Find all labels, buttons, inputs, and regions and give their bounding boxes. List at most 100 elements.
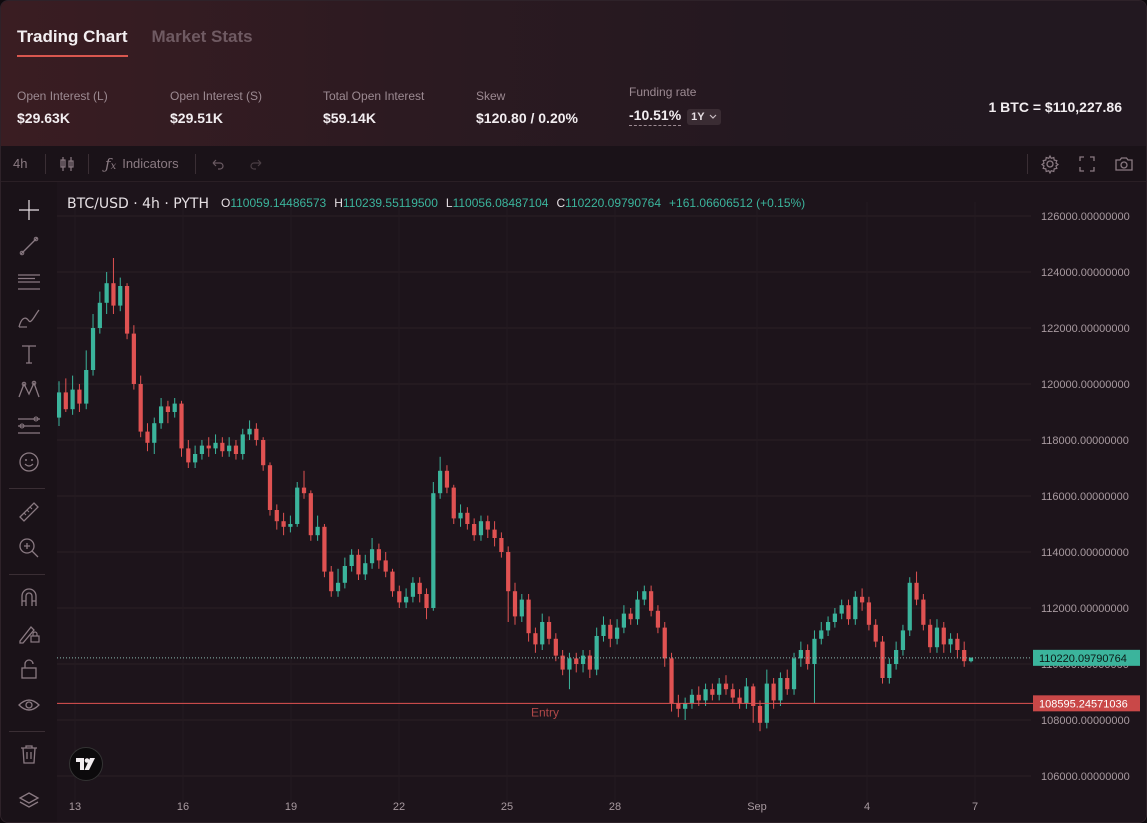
- stat-value: $29.63K: [17, 110, 70, 126]
- funding-rate-value[interactable]: -10.51%: [629, 107, 682, 126]
- tab-trading-chart[interactable]: Trading Chart: [17, 27, 128, 57]
- candle-body: [465, 512, 470, 524]
- y-tick-label: 112000.00000000: [1041, 603, 1129, 615]
- x-tick-label: 16: [177, 801, 189, 813]
- x-tick-label: 4: [864, 801, 870, 813]
- indicators-button[interactable]: ƒx Indicators: [105, 155, 179, 173]
- current-price-tag: [1033, 649, 1140, 666]
- settings-button[interactable]: [1040, 154, 1060, 174]
- magnet-icon: [21, 588, 37, 606]
- zoom-in-icon: [19, 538, 39, 558]
- stat-label: Total Open Interest: [323, 89, 425, 103]
- candle-body: [274, 510, 279, 522]
- chart-toolbar: 4h ƒx Indicators: [1, 146, 1146, 182]
- candle-body: [723, 683, 729, 690]
- crosshair-tool[interactable]: [15, 196, 43, 224]
- candle-body: [233, 445, 239, 454]
- price-chart[interactable]: 126000.00000000 124000.00000000 122000.000…: [57, 182, 1147, 823]
- candle-body: [669, 658, 674, 704]
- funding-period-select[interactable]: 1Y: [687, 108, 721, 125]
- funding-rate: Funding rate -10.51% 1Y: [629, 85, 721, 126]
- high-key: H: [334, 196, 343, 210]
- symbol-label[interactable]: BTC/USD · 4h · PYTH: [67, 196, 209, 212]
- undo-button[interactable]: [210, 156, 226, 172]
- candle-body: [70, 389, 75, 410]
- candle-body: [710, 689, 715, 695]
- candle-body: [853, 596, 858, 620]
- fullscreen-button[interactable]: [1078, 155, 1096, 173]
- candle-body: [342, 566, 347, 583]
- fib-tool[interactable]: [15, 268, 43, 296]
- drawing-toolbar: [1, 182, 57, 822]
- trash-icon: [21, 745, 37, 764]
- redo-button[interactable]: [248, 156, 264, 172]
- candle-body: [301, 487, 307, 494]
- candle-body: [907, 582, 912, 631]
- candle-body: [948, 638, 953, 645]
- magnet-tool[interactable]: [15, 583, 43, 611]
- toolbar-divider: [45, 153, 46, 174]
- entry-price-label: 108595.24571036: [1039, 698, 1128, 710]
- market-header: Trading Chart Market Stats Open Interest…: [1, 1, 1146, 146]
- candle-body: [696, 694, 701, 701]
- unlock-tool[interactable]: [15, 655, 43, 683]
- candle-body: [506, 552, 511, 592]
- chart-legend: BTC/USD · 4h · PYTH O110059.14486573 H11…: [67, 196, 805, 212]
- brush-tool[interactable]: [15, 304, 43, 332]
- candle-body: [383, 560, 388, 572]
- ruler-tool[interactable]: [15, 498, 43, 526]
- tradingview-logo[interactable]: [69, 747, 103, 781]
- candle-body: [247, 428, 252, 435]
- pattern-icon: [18, 380, 40, 398]
- forecast-tool[interactable]: [15, 412, 43, 440]
- candle-body: [186, 448, 191, 463]
- fullscreen-icon: [1079, 155, 1095, 172]
- toolbar-divider: [194, 153, 196, 174]
- candle-body: [832, 613, 837, 622]
- x-tick-label: 7: [972, 801, 978, 813]
- emoji-tool[interactable]: [15, 448, 43, 476]
- candle-body: [329, 571, 334, 592]
- candle-body: [955, 638, 960, 650]
- candle-body: [193, 454, 198, 463]
- funding-period-value: 1Y: [691, 110, 705, 123]
- y-tick-label: 106000.00000000: [1041, 771, 1130, 783]
- remove-drawings-tool[interactable]: [15, 740, 43, 768]
- stat-value: $29.51K: [170, 110, 223, 126]
- candle-body: [295, 487, 300, 524]
- interval-button[interactable]: 4h: [13, 156, 41, 171]
- stat-label: Open Interest (S): [170, 89, 263, 103]
- candle-body: [553, 638, 558, 656]
- text-tool[interactable]: [15, 340, 43, 368]
- crosshair-icon: [19, 200, 39, 220]
- screenshot-button[interactable]: [1114, 155, 1134, 173]
- candle-body: [376, 549, 381, 561]
- candle-body: [356, 554, 361, 575]
- chart-type-button[interactable]: [58, 155, 76, 173]
- candlestick-chart[interactable]: 126000.00000000 124000.00000000 122000.000…: [57, 182, 1147, 823]
- candle-body: [655, 610, 661, 628]
- candle-body: [199, 445, 205, 454]
- candle-body: [281, 521, 286, 527]
- candle-body: [771, 683, 776, 701]
- lock-drawing-tool[interactable]: [15, 619, 43, 647]
- candle-body: [397, 591, 402, 603]
- candle-body: [90, 328, 96, 370]
- emoji-icon: [19, 452, 39, 472]
- redo-icon: [250, 159, 262, 170]
- trend-line-tool[interactable]: [15, 232, 43, 260]
- zoom-in-tool[interactable]: [15, 534, 43, 562]
- candle-body: [928, 624, 933, 648]
- undo-icon: [212, 159, 224, 170]
- x-tick-label: 22: [393, 801, 405, 813]
- pattern-tool[interactable]: [15, 376, 43, 404]
- hide-drawings-tool[interactable]: [15, 691, 43, 719]
- object-tree-tool[interactable]: [15, 787, 43, 815]
- x-tick-label: 25: [501, 801, 513, 813]
- tab-market-stats[interactable]: Market Stats: [151, 27, 253, 46]
- candle-body: [111, 283, 116, 306]
- view-tabs: Trading Chart Market Stats: [17, 27, 253, 57]
- candle-body: [261, 440, 266, 466]
- tool-divider: [9, 488, 45, 489]
- stat-open-interest-short: Open Interest (S) $29.51K: [170, 89, 262, 126]
